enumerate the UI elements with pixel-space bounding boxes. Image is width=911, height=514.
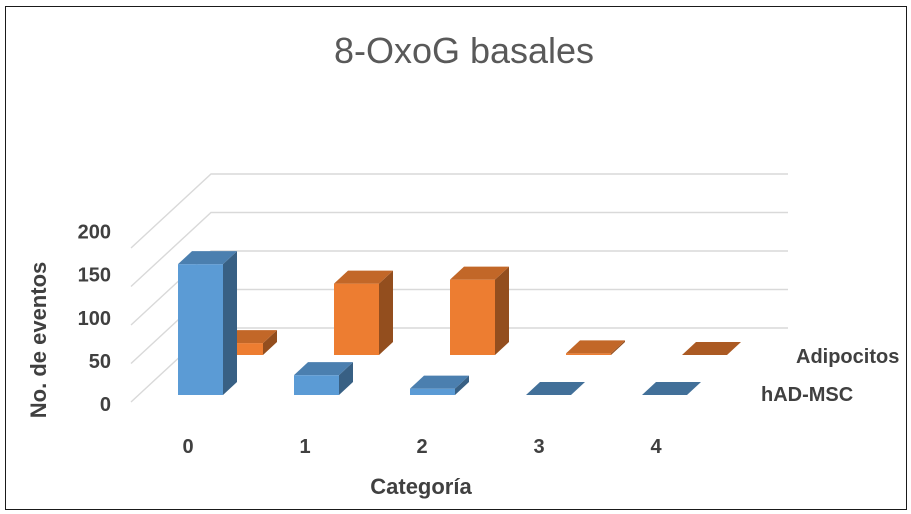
bar <box>642 382 701 395</box>
y-tick-label: 50 <box>89 351 111 373</box>
y-tick-label: 200 <box>78 222 111 244</box>
x-tick-label: 0 <box>182 436 193 458</box>
bar <box>294 362 353 395</box>
bar <box>334 270 393 355</box>
x-tick-label: 2 <box>416 436 427 458</box>
bar-chart-3d: 8-OxoG basales 0 50 100 150 200 0 1 2 3 4 hAD-MS… <box>26 30 899 499</box>
x-axis-title: Categoría <box>370 474 472 499</box>
gridline <box>130 211 788 288</box>
series-label: hAD-MSC <box>761 384 853 406</box>
bar <box>682 342 741 355</box>
series-label: Adipocitos <box>796 346 899 368</box>
y-tick-label: 150 <box>78 265 111 287</box>
bar <box>526 382 585 395</box>
y-axis-ticks: 0 50 100 150 200 <box>78 222 111 416</box>
x-tick-label: 4 <box>650 436 662 458</box>
series-labels: hAD-MSC Adipocitos <box>761 346 899 406</box>
y-tick-label: 100 <box>78 308 111 330</box>
x-tick-label: 3 <box>533 436 544 458</box>
gridlines <box>130 173 788 403</box>
chart-frame: 8-OxoG basales 0 50 100 150 200 0 1 2 3 4 hAD-MS… <box>5 6 907 510</box>
bar <box>178 251 237 395</box>
x-axis-ticks: 0 1 2 3 4 <box>182 436 662 458</box>
bar <box>450 266 509 355</box>
bars <box>178 251 741 395</box>
y-axis-title: No. de eventos <box>26 262 51 418</box>
chart-title: 8-OxoG basales <box>334 30 594 71</box>
bar <box>410 375 469 395</box>
gridline <box>130 250 788 326</box>
y-tick-label: 0 <box>100 394 111 416</box>
x-tick-label: 1 <box>299 436 310 458</box>
bar <box>566 340 625 355</box>
gridline <box>130 173 788 249</box>
